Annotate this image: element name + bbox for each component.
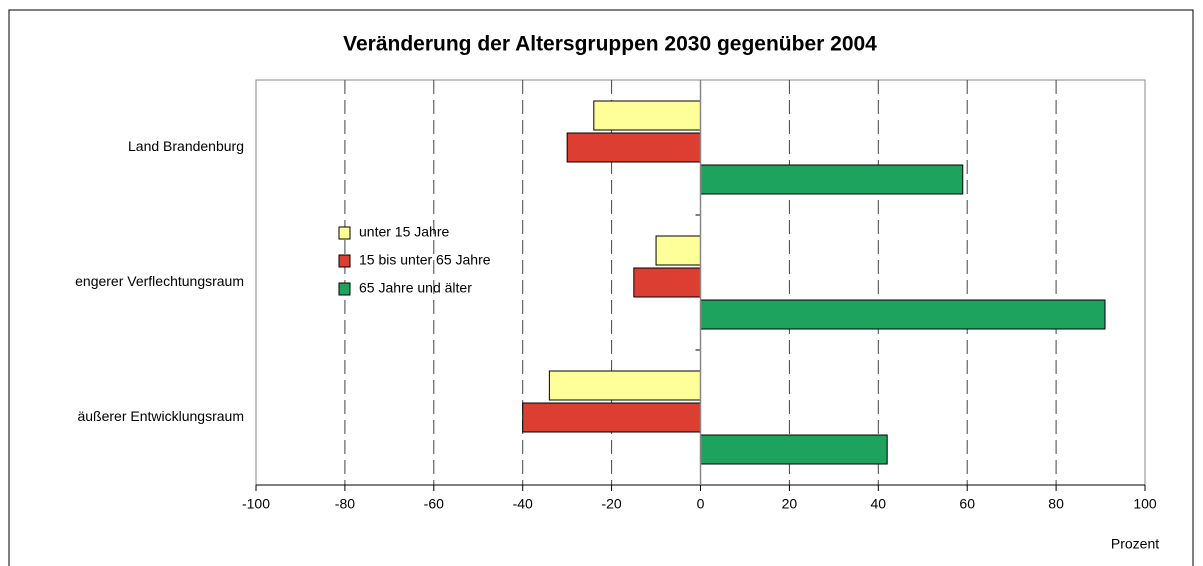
legend-swatch [338,254,351,268]
x-tick-label: 80 [1048,496,1064,512]
x-tick-label: 0 [697,496,705,512]
bar [522,402,702,433]
x-tick-label: -60 [424,496,444,512]
x-axis-label: Prozent [1111,536,1159,552]
bar [655,235,701,266]
x-tick-label: 60 [959,496,975,512]
bar [700,164,964,195]
bar [700,299,1106,330]
bar [633,267,702,298]
x-tick-label: -40 [513,496,533,512]
x-tick-label: -20 [601,496,621,512]
bar [548,370,701,401]
frame [8,9,1194,566]
bar [566,132,702,163]
bar [700,434,888,465]
x-tick-label: 100 [1133,496,1157,512]
legend-swatch [338,282,351,296]
x-tick-label: 40 [871,496,887,512]
y-tick-label: äußerer Entwicklungsraum [77,408,244,424]
bar [593,100,702,131]
chart-title: Veränderung der Altersgruppen 2030 gegen… [343,33,877,56]
legend-swatch [338,226,351,240]
y-tick-label: engerer Verflechtungsraum [75,273,244,289]
y-tick-label: Land Brandenburg [128,138,244,154]
legend-label: unter 15 Jahre [359,224,449,240]
legend-label: 65 Jahre und älter [359,280,472,296]
legend-label: 15 bis unter 65 Jahre [359,252,491,268]
x-tick-label: 20 [782,496,798,512]
x-tick-label: -100 [242,496,270,512]
x-tick-label: -80 [335,496,355,512]
